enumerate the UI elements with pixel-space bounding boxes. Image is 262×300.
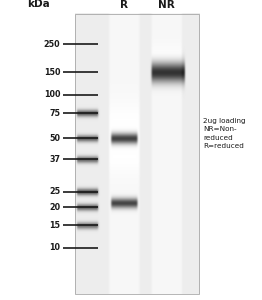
Text: 10: 10 [49, 243, 60, 252]
Text: 50: 50 [49, 134, 60, 143]
Text: 20: 20 [49, 202, 60, 211]
Text: 100: 100 [44, 90, 60, 99]
Text: 37: 37 [49, 155, 60, 164]
Text: 150: 150 [44, 68, 60, 77]
Text: 250: 250 [44, 40, 60, 49]
Bar [75, 14, 199, 294]
Text: 25: 25 [49, 187, 60, 196]
Text: 2ug loading
NR=Non-
reduced
R=reduced: 2ug loading NR=Non- reduced R=reduced [203, 118, 246, 149]
Text: R: R [121, 0, 128, 10]
Text: 75: 75 [49, 109, 60, 118]
Text: NR: NR [158, 0, 175, 10]
Text: kDa: kDa [28, 0, 50, 9]
Text: 15: 15 [49, 221, 60, 230]
